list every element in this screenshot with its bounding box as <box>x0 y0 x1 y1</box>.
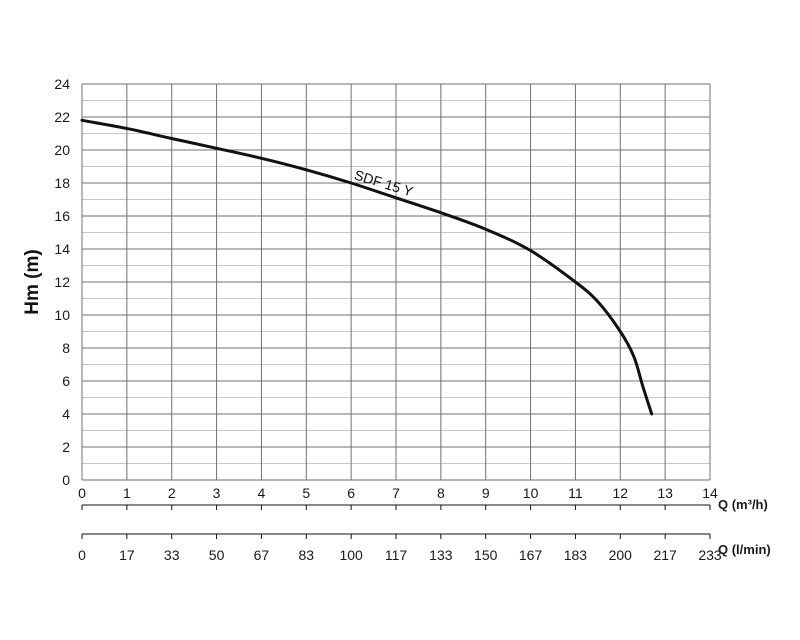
x-axis-label: Q (m³/h) <box>718 497 768 512</box>
x-secondary-tick-label: 200 <box>609 547 633 563</box>
curve-layer <box>80 118 654 416</box>
x-tick-label: 10 <box>523 485 539 501</box>
x-secondary-tick-label: 67 <box>254 547 270 563</box>
x-tick-label: 8 <box>437 485 445 501</box>
x-tick-label: 13 <box>657 485 673 501</box>
x-secondary-tick-label: 133 <box>429 547 453 563</box>
y-tick-label: 12 <box>54 274 70 290</box>
x-tick-label: 3 <box>213 485 221 501</box>
x-secondary-tick-label: 183 <box>564 547 588 563</box>
x-secondary-tick-label: 217 <box>653 547 677 563</box>
x-secondary-tick-label: 33 <box>164 547 180 563</box>
y-tick-label: 10 <box>54 307 70 323</box>
x-secondary-tick-label: 150 <box>474 547 498 563</box>
y-tick-label: 20 <box>54 142 70 158</box>
x-tick-labels: 0 1 2 3 4 5 6 7 8 9 10 11 12 13 14 <box>78 485 718 510</box>
x-secondary-tick-label: 100 <box>339 547 363 563</box>
x-secondary-tick-label: 233 <box>698 547 722 563</box>
x-tick-label: 11 <box>568 485 583 501</box>
x-tick-label: 1 <box>123 485 131 501</box>
y-tick-label: 8 <box>62 340 70 356</box>
y-tick-label: 0 <box>62 472 70 488</box>
y-tick-label: 16 <box>54 208 70 224</box>
x-tick-label: 2 <box>168 485 176 501</box>
x-secondary-tick-label: 17 <box>119 547 135 563</box>
y-tick-label: 6 <box>62 373 70 389</box>
x-tick-label: 6 <box>347 485 355 501</box>
x-secondary-tick-label: 0 <box>78 547 86 563</box>
y-tick-label: 4 <box>62 406 70 422</box>
y-tick-label: 18 <box>54 175 70 191</box>
x-secondary-tick-label: 83 <box>298 547 314 563</box>
y-tick-label: 24 <box>54 76 70 92</box>
y-tick-label: 14 <box>54 241 70 257</box>
x-tick-label: 9 <box>482 485 490 501</box>
x-secondary-tick-label: 117 <box>385 547 408 563</box>
x-secondary-axis-label: Q (l/min) <box>718 542 771 557</box>
x-secondary-tick-labels: 0 17 33 50 67 83 100 117 133 150 167 183 200 217 233 <box>78 533 722 563</box>
y-tick-label: 2 <box>62 439 70 455</box>
grid <box>81 83 711 481</box>
x-tick-label: 0 <box>78 485 86 501</box>
y-tick-label: 22 <box>54 109 70 125</box>
x-tick-label: 12 <box>612 485 628 501</box>
x-secondary-tick-label: 50 <box>209 547 225 563</box>
y-axis-label: Hm (m) <box>22 249 43 314</box>
x-secondary-tick-label: 167 <box>519 547 543 563</box>
x-tick-label: 14 <box>702 485 718 501</box>
x-tick-label: 4 <box>258 485 266 501</box>
x-tick-label: 7 <box>392 485 400 501</box>
pump-curve-line <box>80 118 654 416</box>
x-tick-label: 5 <box>302 485 310 501</box>
